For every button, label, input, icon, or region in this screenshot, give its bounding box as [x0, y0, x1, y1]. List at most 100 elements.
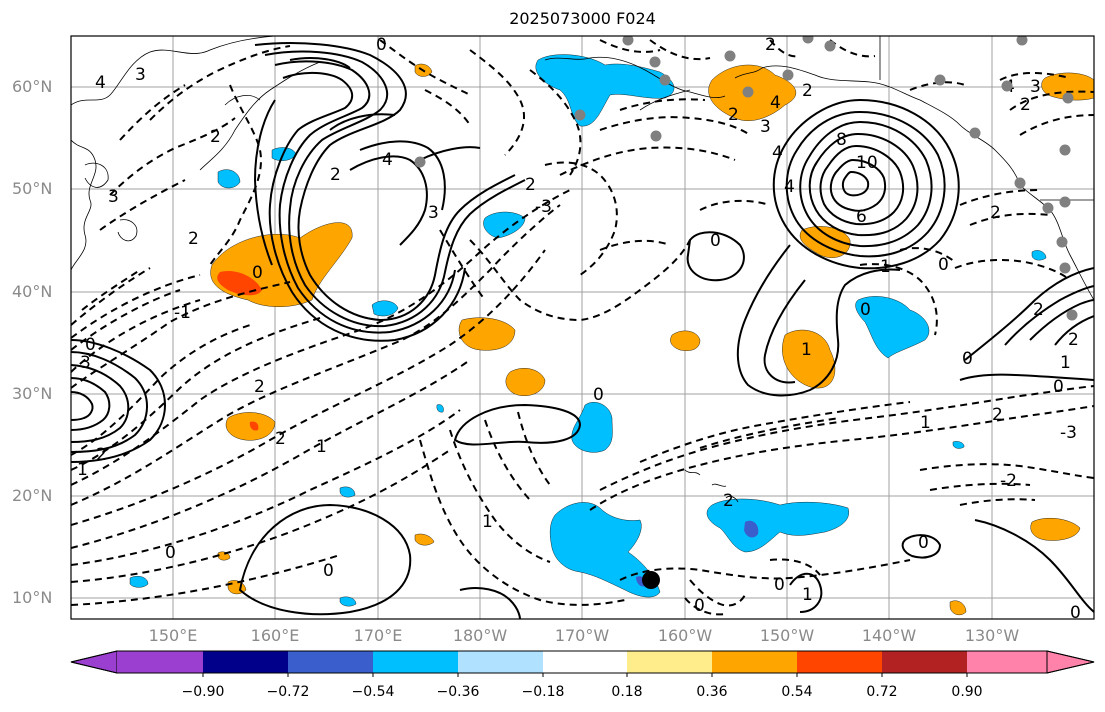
- station-marker: [1059, 144, 1071, 156]
- colorbar-swatch: [203, 651, 288, 673]
- station-marker: [1014, 177, 1026, 189]
- colorbar-tick-label: 0.72: [866, 684, 898, 700]
- station-marker: [802, 36, 814, 44]
- lat-label: 40°N: [12, 282, 53, 301]
- station-marker: [1059, 196, 1071, 208]
- station-marker: [650, 130, 662, 142]
- colorbar-swatch: [627, 651, 712, 673]
- contour-label: 1: [482, 512, 493, 532]
- contour-label: 2: [525, 175, 536, 195]
- contour-labels: 0 2 4 3 2 3 2 0 4 2 3 2 -3 -1 0 3 2 2 1 …: [77, 35, 1081, 623]
- colorbar-tick-label: 0.36: [696, 684, 728, 700]
- contour-label: 0: [962, 349, 973, 369]
- station-marker: [659, 74, 671, 86]
- colorbar-swatch: [373, 651, 458, 673]
- colorbar-ticks: [202, 673, 968, 677]
- contour-label: 0: [85, 335, 96, 355]
- contour-label: 4: [770, 93, 781, 113]
- contour-label: 6: [856, 207, 867, 227]
- contour-label: 0: [1070, 603, 1081, 623]
- colorbar: [70, 650, 1095, 677]
- contour-label: 2: [96, 445, 107, 465]
- contour-label: 1: [920, 413, 931, 433]
- colorbar-tick-label: −0.90: [181, 684, 225, 700]
- lon-label: 150°W: [759, 626, 815, 645]
- contour-label: 3: [1030, 77, 1041, 97]
- lon-label: 160°E: [250, 626, 300, 645]
- contour-label: 4: [95, 73, 106, 93]
- station-marker: [1001, 80, 1013, 92]
- contour-label: 2: [210, 127, 221, 147]
- contour-label: 2: [992, 405, 1003, 425]
- map-frame: [70, 35, 1095, 620]
- contour-label: 1: [801, 340, 812, 360]
- station-marker: [824, 40, 836, 52]
- colorbar-swatch: [543, 651, 627, 673]
- contour-label: 3: [760, 117, 771, 137]
- station-markers: [414, 36, 1078, 321]
- contour-label: 1: [802, 585, 813, 605]
- colorbar-swatch: [288, 651, 373, 673]
- contour-label: 2: [330, 165, 341, 185]
- lat-label: 50°N: [12, 179, 53, 198]
- contour-label: 3: [108, 187, 119, 207]
- solid-contours: [71, 42, 1094, 619]
- contour-label: 3: [428, 203, 439, 223]
- contour-label: 8: [836, 130, 847, 150]
- contour-label: 2: [1033, 300, 1044, 320]
- lon-label: 170°E: [353, 626, 403, 645]
- contour-label: -2: [1000, 471, 1017, 491]
- colorbar-extend-high: [1046, 650, 1095, 674]
- strong-positive-shading: [217, 270, 262, 431]
- contour-label: 4: [382, 150, 393, 170]
- contour-label: 2: [275, 429, 286, 449]
- station-marker: [934, 74, 946, 86]
- station-marker: [724, 50, 736, 62]
- station-marker: [649, 56, 661, 68]
- colorbar-swatch: [882, 651, 967, 673]
- contour-label: 2: [254, 377, 265, 397]
- contour-label: 0: [694, 596, 705, 616]
- lon-label: 150°E: [148, 626, 198, 645]
- contour-label: 2: [188, 229, 199, 249]
- contour-label: 0: [918, 533, 929, 553]
- contour-label: 1: [77, 460, 88, 480]
- contour-label: 2: [723, 491, 734, 511]
- lon-label: 160°W: [657, 626, 713, 645]
- coastlines: [71, 36, 1094, 503]
- contour-label: 0: [376, 35, 387, 55]
- colorbar-tick-label: −0.54: [351, 684, 395, 700]
- contour-label: 0: [323, 561, 334, 581]
- station-marker: [782, 69, 794, 81]
- contour-label: 2: [728, 105, 739, 125]
- contour-label: 0: [774, 575, 785, 595]
- contour-label: -3: [535, 197, 552, 217]
- contour-label: 2: [765, 35, 776, 55]
- contour-label: 1: [880, 257, 891, 277]
- colorbar-tick-label: −0.72: [266, 684, 310, 700]
- lat-label: 10°N: [12, 588, 53, 607]
- contour-label: 2: [990, 203, 1001, 223]
- station-marker: [1059, 262, 1071, 274]
- contour-label: 10: [856, 153, 878, 173]
- station-marker: [1066, 309, 1078, 321]
- contour-label: 2: [1068, 330, 1079, 350]
- contour-label: 1: [1060, 353, 1071, 373]
- contour-label: -3: [1060, 423, 1077, 443]
- lat-label: 30°N: [12, 384, 53, 403]
- colorbar-extend-low: [70, 650, 118, 674]
- contour-label: 0: [710, 231, 721, 251]
- contour-label: 2: [802, 81, 813, 101]
- highlight-marker: [642, 571, 660, 589]
- station-marker: [414, 156, 426, 168]
- colorbar-swatch: [797, 651, 882, 673]
- station-marker: [1042, 202, 1054, 214]
- contour-label: 0: [165, 543, 176, 563]
- contour-label: 3: [135, 65, 146, 85]
- colorbar-tick-label: −0.18: [521, 684, 565, 700]
- station-marker: [969, 127, 981, 139]
- lon-label: 140°W: [861, 626, 917, 645]
- lon-label: 130°W: [964, 626, 1020, 645]
- station-marker: [622, 36, 634, 46]
